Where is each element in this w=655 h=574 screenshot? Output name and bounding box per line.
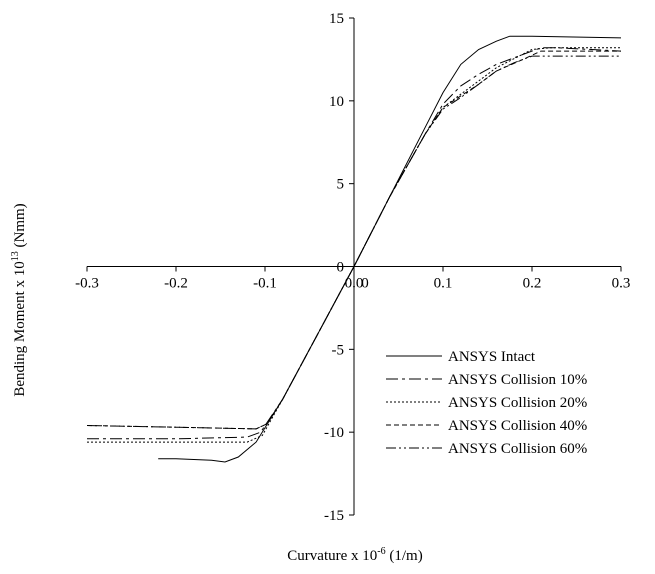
y-axis-title-text: Bending Moment x 10: [12, 261, 28, 396]
x-axis-title-text: Curvature x 10: [287, 548, 377, 564]
x-tick-label: 0.2: [523, 276, 542, 292]
series-line-4: [86, 50, 621, 430]
y-tick-label: 10: [329, 94, 344, 110]
series-lines: [86, 35, 622, 463]
series-line-3: [87, 47, 621, 443]
y-tick-label: 0: [337, 260, 345, 276]
legend-label: ANSYS Collision 40%: [448, 418, 587, 434]
x-axis-title: Curvature x 10-6 (1/m): [287, 546, 422, 564]
legend-label: ANSYS Collision 20%: [448, 395, 587, 411]
x-tick-label-origin: 0.0: [345, 276, 364, 292]
x-tick-label: 0.3: [612, 276, 631, 292]
y-tick-label: -10: [324, 425, 344, 441]
x-tick-label-origin-zero: 0: [361, 276, 369, 292]
y-axis-title-unit: (Nmm): [12, 203, 28, 251]
x-tick-label: -0.2: [164, 276, 188, 292]
tick-labels: -0.3 -0.2 -0.1 0.1 0.2 0.3 0.00 15 10 5 0 -5 -10 -15: [75, 11, 630, 524]
legend-label: ANSYS Collision 60%: [448, 441, 587, 457]
y-tick-label: -5: [332, 342, 345, 358]
legend-label: ANSYS Collision 10%: [448, 372, 587, 388]
x-tick-label: -0.3: [75, 276, 99, 292]
x-tick-label: 0.1: [434, 276, 453, 292]
x-tick-label: -0.1: [253, 276, 277, 292]
legend-label: ANSYS Intact: [448, 349, 536, 365]
legend: ANSYS Intact ANSYS Collision 10% ANSYS Col…: [386, 349, 587, 457]
series-line-5: [86, 55, 621, 430]
y-tick-label: -15: [324, 508, 344, 524]
x-axis-title-unit: (1/m): [386, 548, 423, 564]
y-tick-label: 5: [337, 177, 345, 193]
y-axis-title-exponent: 13: [10, 251, 21, 261]
x-axis-title-exponent: -6: [377, 546, 385, 557]
y-axis-title: Bending Moment x 1013 (Nmm): [10, 203, 28, 396]
y-tick-label: 15: [329, 11, 344, 27]
